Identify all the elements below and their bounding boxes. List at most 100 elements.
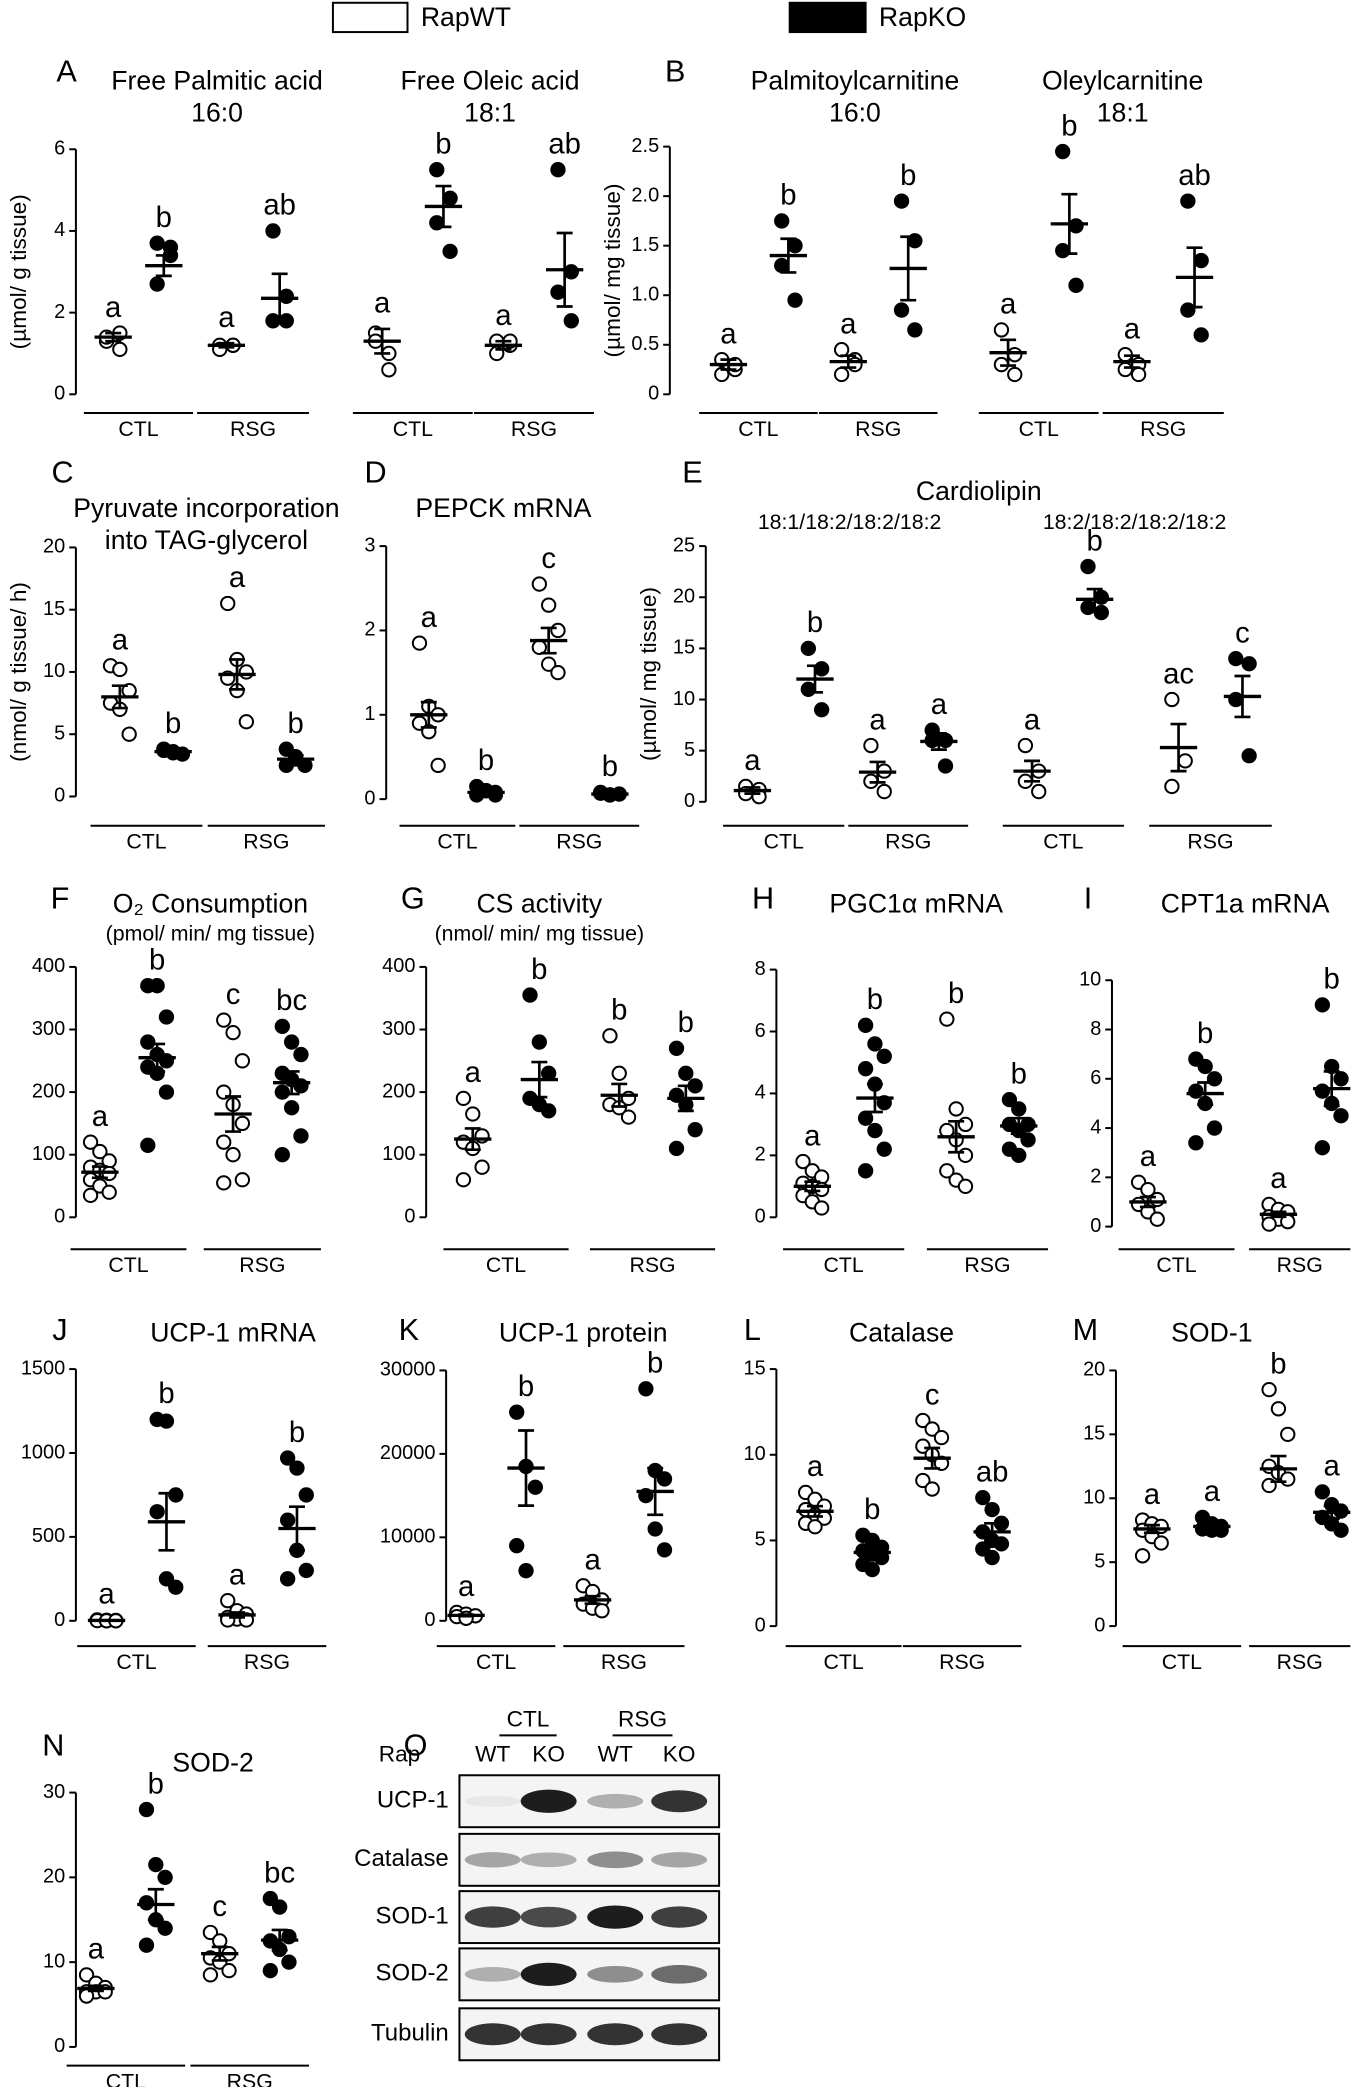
panel-letter: M	[1073, 1313, 1099, 1347]
data-point	[157, 1920, 173, 1936]
y-tick-label: 20	[43, 1866, 65, 1888]
data-point	[221, 1962, 237, 1979]
data-point	[202, 1924, 219, 1941]
y-tick-label: 10	[43, 1950, 65, 1972]
significance-letter: a	[584, 1544, 601, 1577]
blot-row-label: UCP-1	[377, 1787, 449, 1814]
y-tick-label: 2	[364, 619, 375, 641]
significance-letter: b	[287, 707, 303, 740]
data-point	[1068, 277, 1084, 293]
y-tick-label: 4	[1090, 1116, 1101, 1138]
data-point	[1261, 1381, 1277, 1398]
significance-letter: a	[1000, 288, 1017, 321]
data-point	[112, 341, 128, 358]
significance-letter: a	[421, 601, 438, 634]
chart-subtitle: 18:2/18:2/18:2/18:2	[1043, 510, 1227, 534]
y-tick-label: 0	[54, 785, 65, 807]
data-point	[234, 1053, 251, 1069]
data-point	[238, 664, 255, 680]
y-tick-label: 2.0	[631, 184, 659, 206]
data-point	[216, 1012, 232, 1028]
data-point	[1130, 366, 1147, 383]
data-point	[1134, 1548, 1151, 1564]
data-point	[1031, 783, 1047, 800]
data-point	[1117, 361, 1133, 378]
group-label: RSG	[885, 830, 931, 854]
data-point	[1164, 778, 1180, 795]
blot-band	[651, 1852, 708, 1868]
chart-title: 16:0	[191, 98, 243, 128]
data-point	[279, 1571, 296, 1587]
data-point	[225, 1024, 241, 1041]
data-point	[876, 1048, 892, 1064]
y-tick-label: 20	[43, 536, 65, 558]
chart-title: Free Oleic acid	[401, 66, 580, 96]
y-tick-label: 500	[32, 1525, 65, 1547]
group-label: RSG	[230, 417, 276, 441]
y-tick-label: 0	[54, 1206, 65, 1228]
data-point	[1007, 366, 1023, 383]
legend-swatch	[331, 1, 409, 34]
significance-letter: a	[112, 623, 129, 656]
significance-letter: b	[156, 201, 172, 234]
y-tick-label: 15	[744, 1357, 766, 1379]
panel-letter: C	[52, 455, 74, 489]
group-label: RSG	[1140, 417, 1186, 441]
y-tick-label: 200	[382, 1080, 415, 1102]
y-tick-label: 5	[1094, 1550, 1105, 1572]
significance-letter: a	[1144, 1478, 1161, 1511]
y-tick-label: 400	[32, 955, 65, 977]
data-point	[800, 681, 816, 697]
blot-lane: WT	[475, 1741, 510, 1766]
y-tick-label: 15	[673, 637, 695, 659]
blot-band	[651, 1790, 708, 1813]
data-point	[381, 362, 397, 378]
data-point	[149, 1504, 165, 1520]
blot-band	[587, 1966, 644, 1983]
data-point	[1188, 1135, 1204, 1151]
significance-letter: b	[807, 606, 823, 639]
data-point	[1149, 1211, 1165, 1227]
panel-letter: H	[752, 881, 774, 915]
blot-lane: WT	[598, 1741, 633, 1766]
panel-letter: J	[52, 1313, 67, 1347]
group-label: CTL	[126, 830, 166, 854]
data-point	[281, 1954, 297, 1970]
data-point	[1080, 558, 1096, 575]
data-point	[857, 1110, 874, 1126]
y-tick-label: 100	[382, 1143, 415, 1165]
legend-label: RapWT	[421, 2, 511, 32]
chart-title: PEPCK mRNA	[415, 493, 591, 523]
data-point	[140, 1137, 156, 1153]
significance-letter: a	[229, 1558, 246, 1591]
blot-row-label: SOD-1	[376, 1902, 449, 1929]
significance-letter: b	[678, 1006, 694, 1039]
chart-title: CS activity	[476, 889, 602, 919]
data-point	[216, 1175, 232, 1191]
chart-title: 18:1	[1097, 98, 1149, 128]
data-point	[939, 1163, 955, 1179]
blot-band	[587, 1851, 644, 1869]
data-point	[864, 1561, 880, 1578]
y-tick-label: 100	[32, 1143, 65, 1165]
data-point	[1017, 737, 1034, 754]
group-label: RSG	[855, 417, 901, 441]
blot-row-label: Catalase	[354, 1845, 449, 1872]
data-point	[140, 1034, 156, 1050]
y-tick-label: 15	[1083, 1423, 1105, 1445]
significance-letter: c	[541, 542, 556, 575]
data-point	[1333, 1071, 1349, 1087]
chart-title: PGC1α mRNA	[829, 889, 1003, 919]
significance-letter: a	[869, 703, 886, 736]
significance-letter: ab	[1178, 159, 1211, 192]
data-point	[795, 1153, 811, 1170]
panel-letter: D	[364, 455, 386, 489]
data-point	[813, 661, 830, 677]
data-point	[656, 1471, 673, 1487]
group-label: CTL	[824, 1253, 864, 1277]
blot-band	[464, 1852, 521, 1868]
group-label: CTL	[738, 417, 778, 441]
data-point	[620, 1109, 637, 1125]
data-point	[474, 1159, 490, 1175]
blot-group: RSG	[618, 1707, 667, 1732]
